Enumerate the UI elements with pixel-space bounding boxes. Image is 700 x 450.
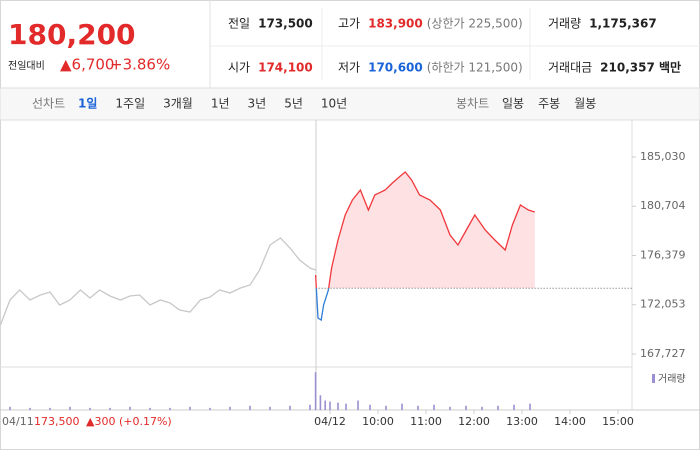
volume-bar [9, 406, 11, 410]
tab[interactable]: 월봉 [574, 97, 596, 111]
footer-date: 04/11 [2, 415, 34, 428]
volume-bar [357, 400, 359, 410]
legend-label: 거래량 [658, 373, 686, 385]
x-tick-label: 15:00 [602, 415, 634, 428]
y-tick-label: 176,379 [640, 248, 686, 261]
x-tick-label: 11:00 [410, 415, 442, 428]
volume-bar [129, 406, 131, 410]
volume-bar [169, 407, 171, 410]
price: 180,200 [8, 18, 136, 51]
change: ▲6,700 [60, 56, 114, 74]
volume-bar [449, 406, 451, 410]
tab[interactable]: 10년 [321, 97, 347, 111]
x-tick-label: 12:00 [458, 415, 490, 428]
stat-value: 174,100 [258, 61, 313, 75]
tab[interactable]: 3개월 [163, 97, 193, 111]
tab-label: 선차트 [32, 97, 65, 111]
x-tick-label: 10:00 [362, 415, 394, 428]
volume-bar [209, 407, 211, 410]
stat-value: 170,600 [368, 61, 423, 75]
stat-value: 1,175,367 [589, 17, 657, 31]
volume-bar [269, 406, 271, 410]
volume-bar [29, 407, 31, 410]
volume-bar [249, 405, 251, 410]
tab[interactable]: 1일 [78, 97, 97, 111]
volume-bar [401, 403, 403, 410]
price-line [0, 237, 316, 326]
volume-bar [229, 406, 231, 410]
volume-bar [89, 407, 91, 410]
change-rate: +3.86% [110, 56, 170, 74]
x-tick-label: 04/12 [314, 415, 346, 428]
stat-label: 고가 [338, 17, 360, 31]
y-tick-label: 167,727 [640, 347, 686, 360]
footer-change: ▲300 (+0.17%) [86, 415, 172, 428]
stat-value: 173,500 [258, 17, 313, 31]
tab[interactable]: 1주일 [115, 97, 145, 111]
stat-note: (하한가 121,500) [427, 61, 523, 75]
y-tick-label: 180,704 [640, 199, 686, 212]
area [315, 172, 535, 289]
volume-bar [345, 403, 347, 410]
volume-bar [385, 405, 387, 410]
tab[interactable]: 주봉 [538, 97, 560, 111]
volume-bar [465, 405, 467, 410]
volume-bar [337, 402, 339, 410]
tab-label: 봉차트 [456, 97, 489, 111]
volume-bar [497, 405, 499, 410]
volume-bar [417, 405, 419, 410]
volume-bar [109, 407, 111, 410]
volume-bar [314, 372, 317, 410]
y-tick-label: 172,053 [640, 298, 686, 311]
stat-label: 거래대금 [548, 61, 592, 75]
stat-label: 저가 [338, 61, 360, 75]
tab[interactable]: 3년 [248, 97, 267, 111]
volume-bar [319, 395, 322, 410]
tab[interactable]: 1년 [211, 97, 230, 111]
volume-bar [369, 404, 371, 410]
tab-bar [0, 87, 700, 121]
price-line [314, 171, 535, 289]
volume-bar [513, 404, 515, 410]
stat-value: 183,900 [368, 17, 423, 31]
stat-label: 전일 [228, 17, 250, 31]
volume-bar [329, 401, 331, 410]
x-tick-label: 13:00 [506, 415, 538, 428]
volume-bar [149, 407, 151, 410]
volume-bar [324, 400, 326, 410]
tab[interactable]: 5년 [284, 97, 303, 111]
x-tick-label: 14:00 [554, 415, 586, 428]
volume-bar [289, 405, 291, 410]
stat-value: 210,357 백만 [600, 60, 681, 75]
legend-swatch [652, 374, 655, 383]
change-label: 전일대비 [8, 60, 45, 72]
y-tick-label: 185,030 [640, 150, 686, 163]
volume-bar [481, 406, 483, 410]
volume-bar [69, 406, 71, 410]
volume-bar [309, 404, 311, 410]
volume-bar [189, 406, 191, 410]
stat-note: (상한가 225,500) [427, 17, 523, 31]
stat-label: 시가 [228, 61, 250, 75]
stat-label: 거래량 [548, 17, 581, 31]
footer-price: 173,500 [34, 415, 80, 428]
volume-bar [529, 403, 531, 410]
volume-bar [49, 407, 51, 410]
tab[interactable]: 일봉 [502, 97, 524, 111]
volume-bar [433, 404, 435, 410]
